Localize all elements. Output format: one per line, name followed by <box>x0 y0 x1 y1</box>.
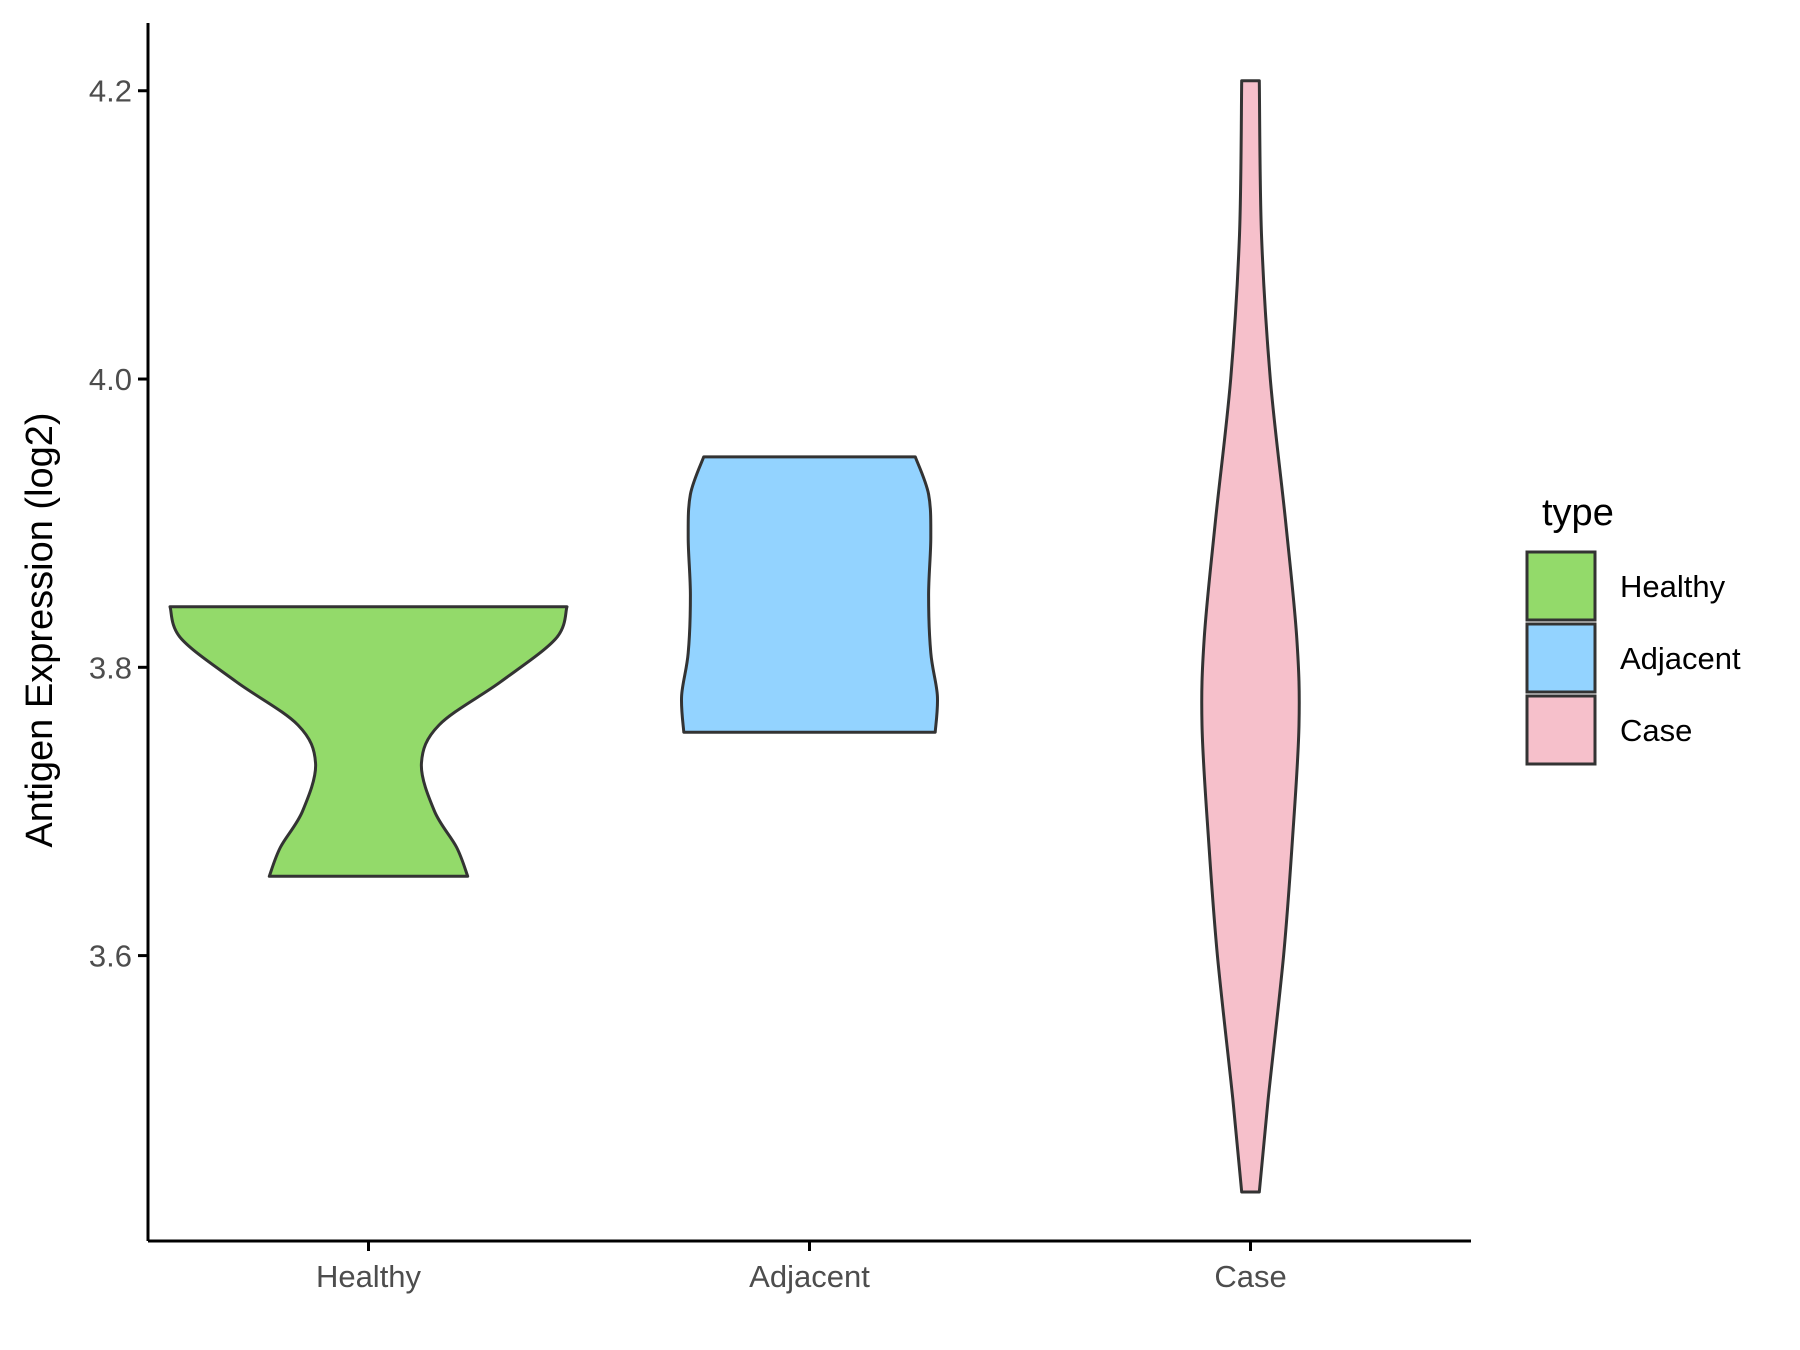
legend-label-adjacent: Adjacent <box>1620 641 1741 676</box>
violin-healthy <box>168 605 569 878</box>
x-tick-label-case: Case <box>1214 1259 1286 1294</box>
y-tick-label: 3.6 <box>89 939 132 974</box>
legend-key-adjacent <box>1525 622 1597 694</box>
y-tick-label: 4.2 <box>89 74 132 109</box>
y-tick-label: 4.0 <box>89 362 132 397</box>
legend-key-healthy <box>1525 550 1597 622</box>
y-ticks: 3.6 3.8 4.0 4.2 <box>89 74 148 974</box>
violin-adjacent <box>679 455 940 734</box>
legend: type Healthy Adjacent Case <box>1525 492 1741 766</box>
legend-title: type <box>1542 492 1614 534</box>
x-ticks: Healthy Adjacent Case <box>316 1241 1287 1294</box>
legend-label-healthy: Healthy <box>1620 569 1726 604</box>
violin-case <box>1200 79 1301 1194</box>
y-axis-title: Antigen Expression (log2) <box>19 412 61 847</box>
legend-key-case <box>1525 694 1597 766</box>
x-tick-label-adjacent: Adjacent <box>749 1259 870 1294</box>
x-tick-label-healthy: Healthy <box>316 1259 422 1294</box>
y-tick-label: 3.8 <box>89 650 132 685</box>
legend-label-case: Case <box>1620 713 1692 748</box>
violins-layer <box>168 79 1301 1194</box>
